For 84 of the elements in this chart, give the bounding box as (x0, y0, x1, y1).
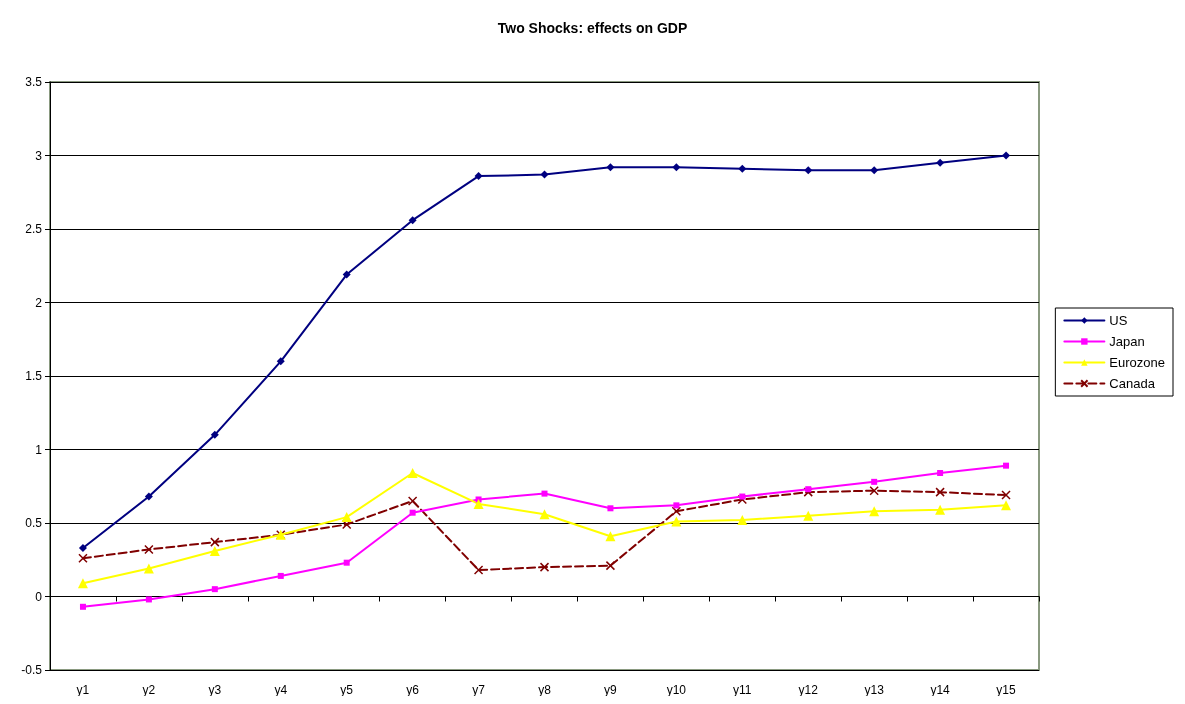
x-tick-label: y2 (142, 683, 156, 697)
point (541, 490, 548, 497)
point (143, 563, 154, 574)
point (937, 470, 944, 477)
y-tick-label: 0 (35, 589, 43, 604)
point (78, 553, 88, 564)
point (935, 504, 946, 515)
x-tick-label: y7 (472, 683, 486, 697)
point (869, 506, 880, 517)
point (605, 531, 616, 542)
point (210, 537, 220, 547)
point (77, 578, 88, 589)
point (277, 572, 284, 579)
y-tick-label: 1 (35, 442, 43, 457)
x-tick-label: y1 (76, 683, 90, 697)
point (936, 158, 945, 167)
point (343, 559, 350, 566)
point (409, 509, 416, 516)
y-tick-label: 3.5 (25, 75, 43, 89)
point (79, 603, 86, 610)
point (473, 498, 484, 509)
point (540, 170, 549, 179)
legend-label: US (1109, 313, 1128, 328)
y-tick-label: 2 (35, 295, 43, 310)
point (737, 515, 748, 526)
y-tick-label: 2.5 (25, 222, 43, 236)
x-tick-label: y13 (864, 683, 885, 697)
point (805, 486, 812, 493)
y-tick-label: 3 (35, 148, 43, 163)
point (407, 468, 418, 479)
point (803, 510, 814, 521)
point (144, 492, 153, 501)
x-tick-label: y11 (733, 683, 752, 697)
point (935, 487, 945, 497)
point (673, 502, 680, 509)
point (342, 270, 351, 279)
point (539, 562, 550, 572)
point (671, 506, 682, 516)
point (1002, 151, 1011, 160)
point (144, 544, 154, 555)
point (870, 166, 879, 175)
x-tick-label: y5 (340, 683, 354, 697)
point (607, 505, 614, 512)
point (276, 357, 285, 366)
x-tick-label: y10 (666, 683, 687, 697)
point (539, 509, 550, 520)
point (605, 560, 616, 571)
x-tick-label: y9 (604, 683, 618, 697)
point (606, 163, 615, 172)
point (671, 516, 682, 527)
point (209, 545, 220, 556)
point (869, 485, 879, 496)
point (1003, 462, 1010, 469)
point (738, 164, 747, 173)
point (78, 543, 87, 552)
point (408, 216, 417, 225)
x-tick-label: y6 (406, 683, 420, 697)
point (145, 596, 152, 603)
x-tick-label: y14 (930, 683, 951, 697)
y-tick-label: 1.5 (25, 369, 43, 383)
x-tick-label: y4 (274, 683, 288, 697)
x-tick-label: y8 (538, 683, 552, 697)
point (210, 430, 219, 439)
point (1001, 490, 1011, 500)
point (341, 519, 352, 530)
point (1001, 500, 1012, 511)
x-tick-label: y12 (798, 683, 819, 697)
point (871, 478, 878, 485)
x-tick-label: y15 (996, 683, 1017, 697)
point (672, 163, 681, 172)
legend-label: Canada (1109, 376, 1156, 391)
point (407, 496, 418, 506)
point (341, 512, 352, 523)
legend-label: Eurozone (1109, 355, 1166, 370)
chart-title: Two Shocks: effects on GDP (497, 20, 688, 36)
point (474, 172, 483, 181)
point (211, 586, 218, 593)
point (739, 493, 746, 500)
y-tick-label: 0.5 (25, 516, 43, 530)
point (804, 166, 813, 175)
y-tick-label: -0.5 (21, 663, 43, 677)
point (473, 565, 484, 575)
x-tick-label: y3 (208, 683, 222, 697)
legend-label: Japan (1109, 334, 1145, 349)
